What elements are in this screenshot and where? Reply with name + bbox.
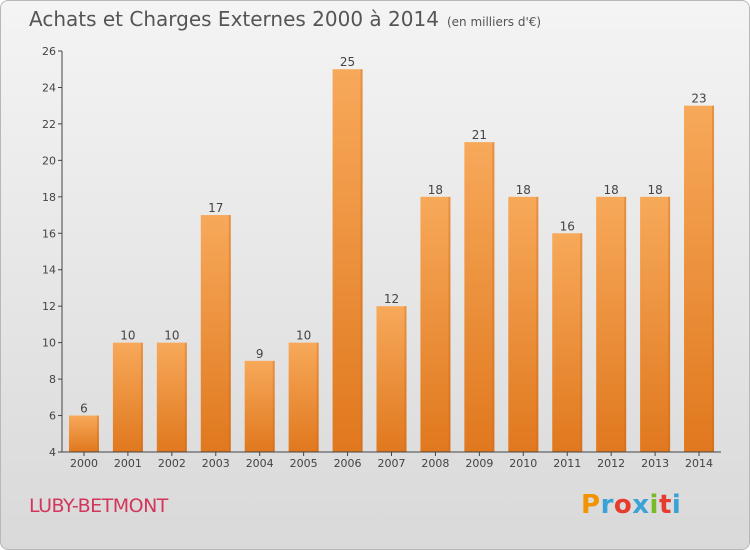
bar [332,69,363,453]
x-tick-label: 2000 [70,457,98,470]
data-label: 25 [340,55,355,69]
bar-shade [580,233,583,452]
bar-shade [492,142,495,453]
bar-shade [184,342,187,452]
logo-letter: r [600,490,614,520]
logo-letter: t [658,490,672,520]
y-tick-label: 22 [42,118,56,131]
bar [288,342,319,452]
logo-letter: o [613,490,633,520]
bar-shade [140,342,143,452]
data-label: 18 [604,183,619,197]
y-tick-label: 20 [42,154,56,167]
data-label: 10 [164,329,179,343]
logo-letter: P [581,490,601,520]
bar [112,342,143,452]
axes: 4 6 8 10 12 14 16 18 20 22 24 26 2000 2001 2002 2003 200… [42,45,721,470]
x-tick-label: 2006 [334,457,362,470]
chart-title: Achats et Charges Externes 2000 à 2014 (e… [29,7,541,31]
logo-letter: i [671,490,682,520]
proxiti-logo: Proxiti [581,490,681,520]
y-tick-label: 26 [42,45,56,58]
bar [68,415,99,452]
bar [464,142,495,453]
bar [508,196,539,452]
data-label: 12 [384,292,399,306]
bar [640,196,671,452]
x-tick-label: 2003 [202,457,230,470]
x-tick-label: 2013 [641,457,669,470]
y-tick-label: 16 [42,227,56,240]
place-name: LUBY-BETMONT [29,495,168,517]
y-tick-label: 14 [42,264,56,277]
bar [420,196,451,452]
y-tick-label: 8 [49,373,56,386]
y-tick-label: 24 [42,81,56,94]
bar-shade [272,360,275,452]
bar [376,306,407,452]
y-tick-label: 12 [42,300,56,313]
title-text: Achats et Charges Externes 2000 à 2014 [29,7,439,31]
data-label: 10 [120,329,135,343]
data-label: 18 [428,183,443,197]
bar-shade [360,69,363,453]
data-label: 16 [560,219,575,233]
y-tick-label: 18 [42,191,56,204]
bar [596,196,627,452]
logo-letter: i [649,490,659,520]
y-tick-label: 4 [49,446,56,459]
x-tick-label: 2005 [290,457,318,470]
data-label: 23 [691,92,706,106]
bar-shade [536,196,539,452]
x-tick-label: 2004 [246,457,274,470]
y-tick-label: 6 [49,410,56,423]
data-label: 21 [472,128,487,142]
data-label: 18 [647,183,662,197]
data-label: 6 [80,402,88,416]
x-tick-label: 2008 [421,457,449,470]
bar-shade [712,105,715,452]
bar-series: 6 10 10 17 9 10 25 12 18 21 18 16 18 18 23 [68,55,715,453]
bar-shade [448,196,451,452]
data-label: 17 [208,201,223,215]
data-label: 10 [296,329,311,343]
title-unit: (en milliers d'€) [446,15,542,29]
x-tick-label: 2001 [114,457,142,470]
data-label: 9 [256,347,264,361]
x-tick-label: 2011 [553,457,581,470]
x-tick-label: 2009 [465,457,493,470]
bar [684,105,715,452]
x-tick-label: 2002 [158,457,186,470]
x-tick-label: 2012 [597,457,625,470]
bar-shade [668,196,671,452]
logo-letter: x [632,490,650,520]
bar-shade [228,215,231,452]
data-label: 18 [516,183,531,197]
bar [200,215,231,452]
y-tick-label: 10 [42,337,56,350]
x-tick-label: 2014 [685,457,713,470]
bar [156,342,187,452]
bar-shade [624,196,627,452]
bar-shade [96,415,99,452]
x-tick-label: 2010 [509,457,537,470]
bar-shade [316,342,319,452]
bar-shade [404,306,407,452]
x-tick-label: 2007 [378,457,406,470]
bar [244,360,275,452]
bar [552,233,583,452]
